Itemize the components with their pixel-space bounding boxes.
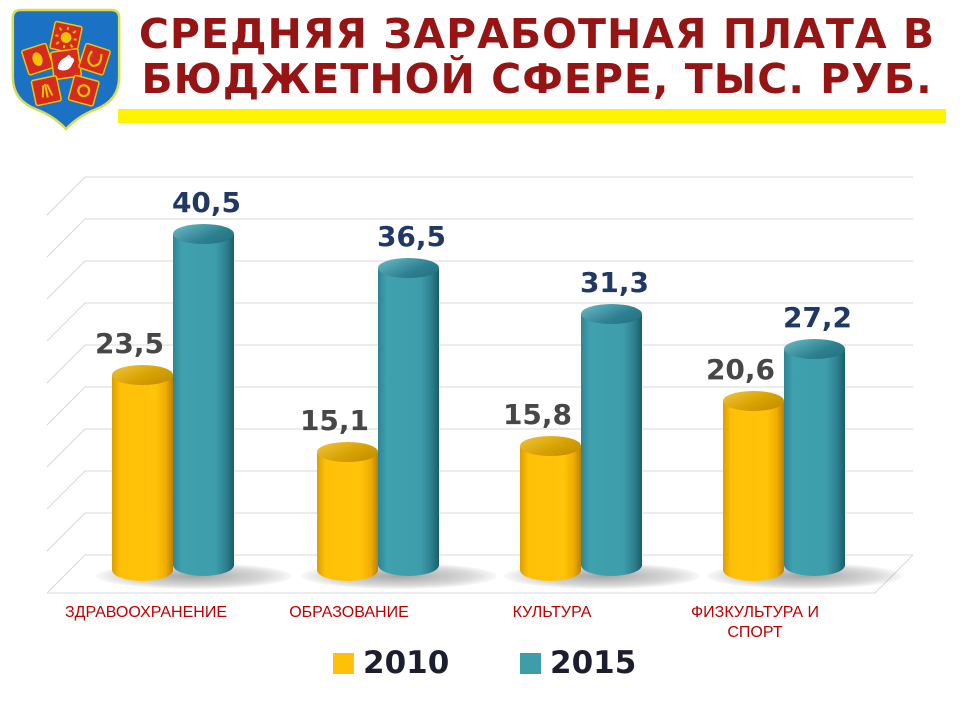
value-label: 36,5	[376, 220, 447, 253]
cylinder-bar-2010-3	[723, 391, 784, 581]
value-label: 15,1	[299, 404, 370, 437]
category-label-3: ФИЗКУЛЬТУРА И СПОРТ	[690, 604, 819, 641]
legend-item-2010: 2010	[333, 645, 450, 681]
cylinder-cap	[112, 365, 173, 385]
legend-swatch-icon	[520, 652, 541, 674]
page-title-line2: БЮДЖЕТНОЙ СФЕРЕ, ТЫС. РУБ.	[141, 55, 933, 104]
category-label-0: ЗДРАВООХРАНЕНИЕ	[65, 604, 227, 621]
cylinder-body	[173, 234, 234, 576]
value-label: 20,6	[705, 353, 776, 386]
page-title-line1: СРЕДНЯЯ ЗАРАБОТНАЯ ПЛАТА В	[138, 10, 936, 58]
cylinder-body	[378, 268, 439, 576]
cylinder-bar-2010-0	[112, 365, 173, 581]
lyre-emblem	[78, 42, 111, 76]
value-label: 23,5	[94, 327, 165, 360]
legend-label: 2010	[363, 645, 450, 681]
sun-emblem	[49, 20, 83, 55]
cylinder-cap	[581, 304, 642, 324]
cylinder-body	[317, 452, 378, 581]
cylinder-bar-2015-0	[173, 224, 234, 576]
cylinder-cap	[520, 436, 581, 456]
ring-emblem	[67, 74, 100, 107]
cylinder-body	[784, 349, 845, 576]
cylinder-bar-2015-2	[581, 304, 642, 576]
category-label-2: КУЛЬТУРА	[512, 604, 592, 621]
value-label: 27,2	[782, 301, 853, 334]
cylinder-bar-2010-2	[520, 436, 581, 581]
cylinder-bar-2010-1	[317, 442, 378, 581]
cylinder-cap	[723, 391, 784, 411]
category-label-1: ОБРАЗОВАНИЕ	[289, 604, 409, 621]
value-label: 40,5	[171, 186, 242, 219]
legend-item-2015: 2015	[520, 645, 637, 681]
cylinder-body	[723, 401, 784, 581]
title-underline	[118, 109, 946, 123]
legend-swatch-icon	[333, 652, 354, 674]
cylinder-bar-2015-3	[784, 339, 845, 576]
value-label: 15,8	[502, 398, 573, 431]
cylinder-cap	[317, 442, 378, 462]
sheaf-emblem	[30, 75, 62, 107]
legend-label: 2015	[550, 645, 637, 681]
cylinder-cap	[173, 224, 234, 244]
coat-of-arms-icon	[11, 8, 121, 131]
cylinder-body	[520, 446, 581, 581]
cylinder-cap	[784, 339, 845, 359]
page-title: СРЕДНЯЯ ЗАРАБОТНАЯ ПЛАТА В БЮДЖЕТНОЙ СФЕ…	[126, 10, 948, 104]
rider-emblem	[49, 48, 83, 81]
cylinder-bar-2015-1	[378, 258, 439, 576]
value-label: 31,3	[579, 266, 650, 299]
cylinder-body	[112, 375, 173, 581]
cylinder-body	[581, 314, 642, 576]
left-emblem	[21, 42, 54, 76]
cylinder-cap	[378, 258, 439, 278]
